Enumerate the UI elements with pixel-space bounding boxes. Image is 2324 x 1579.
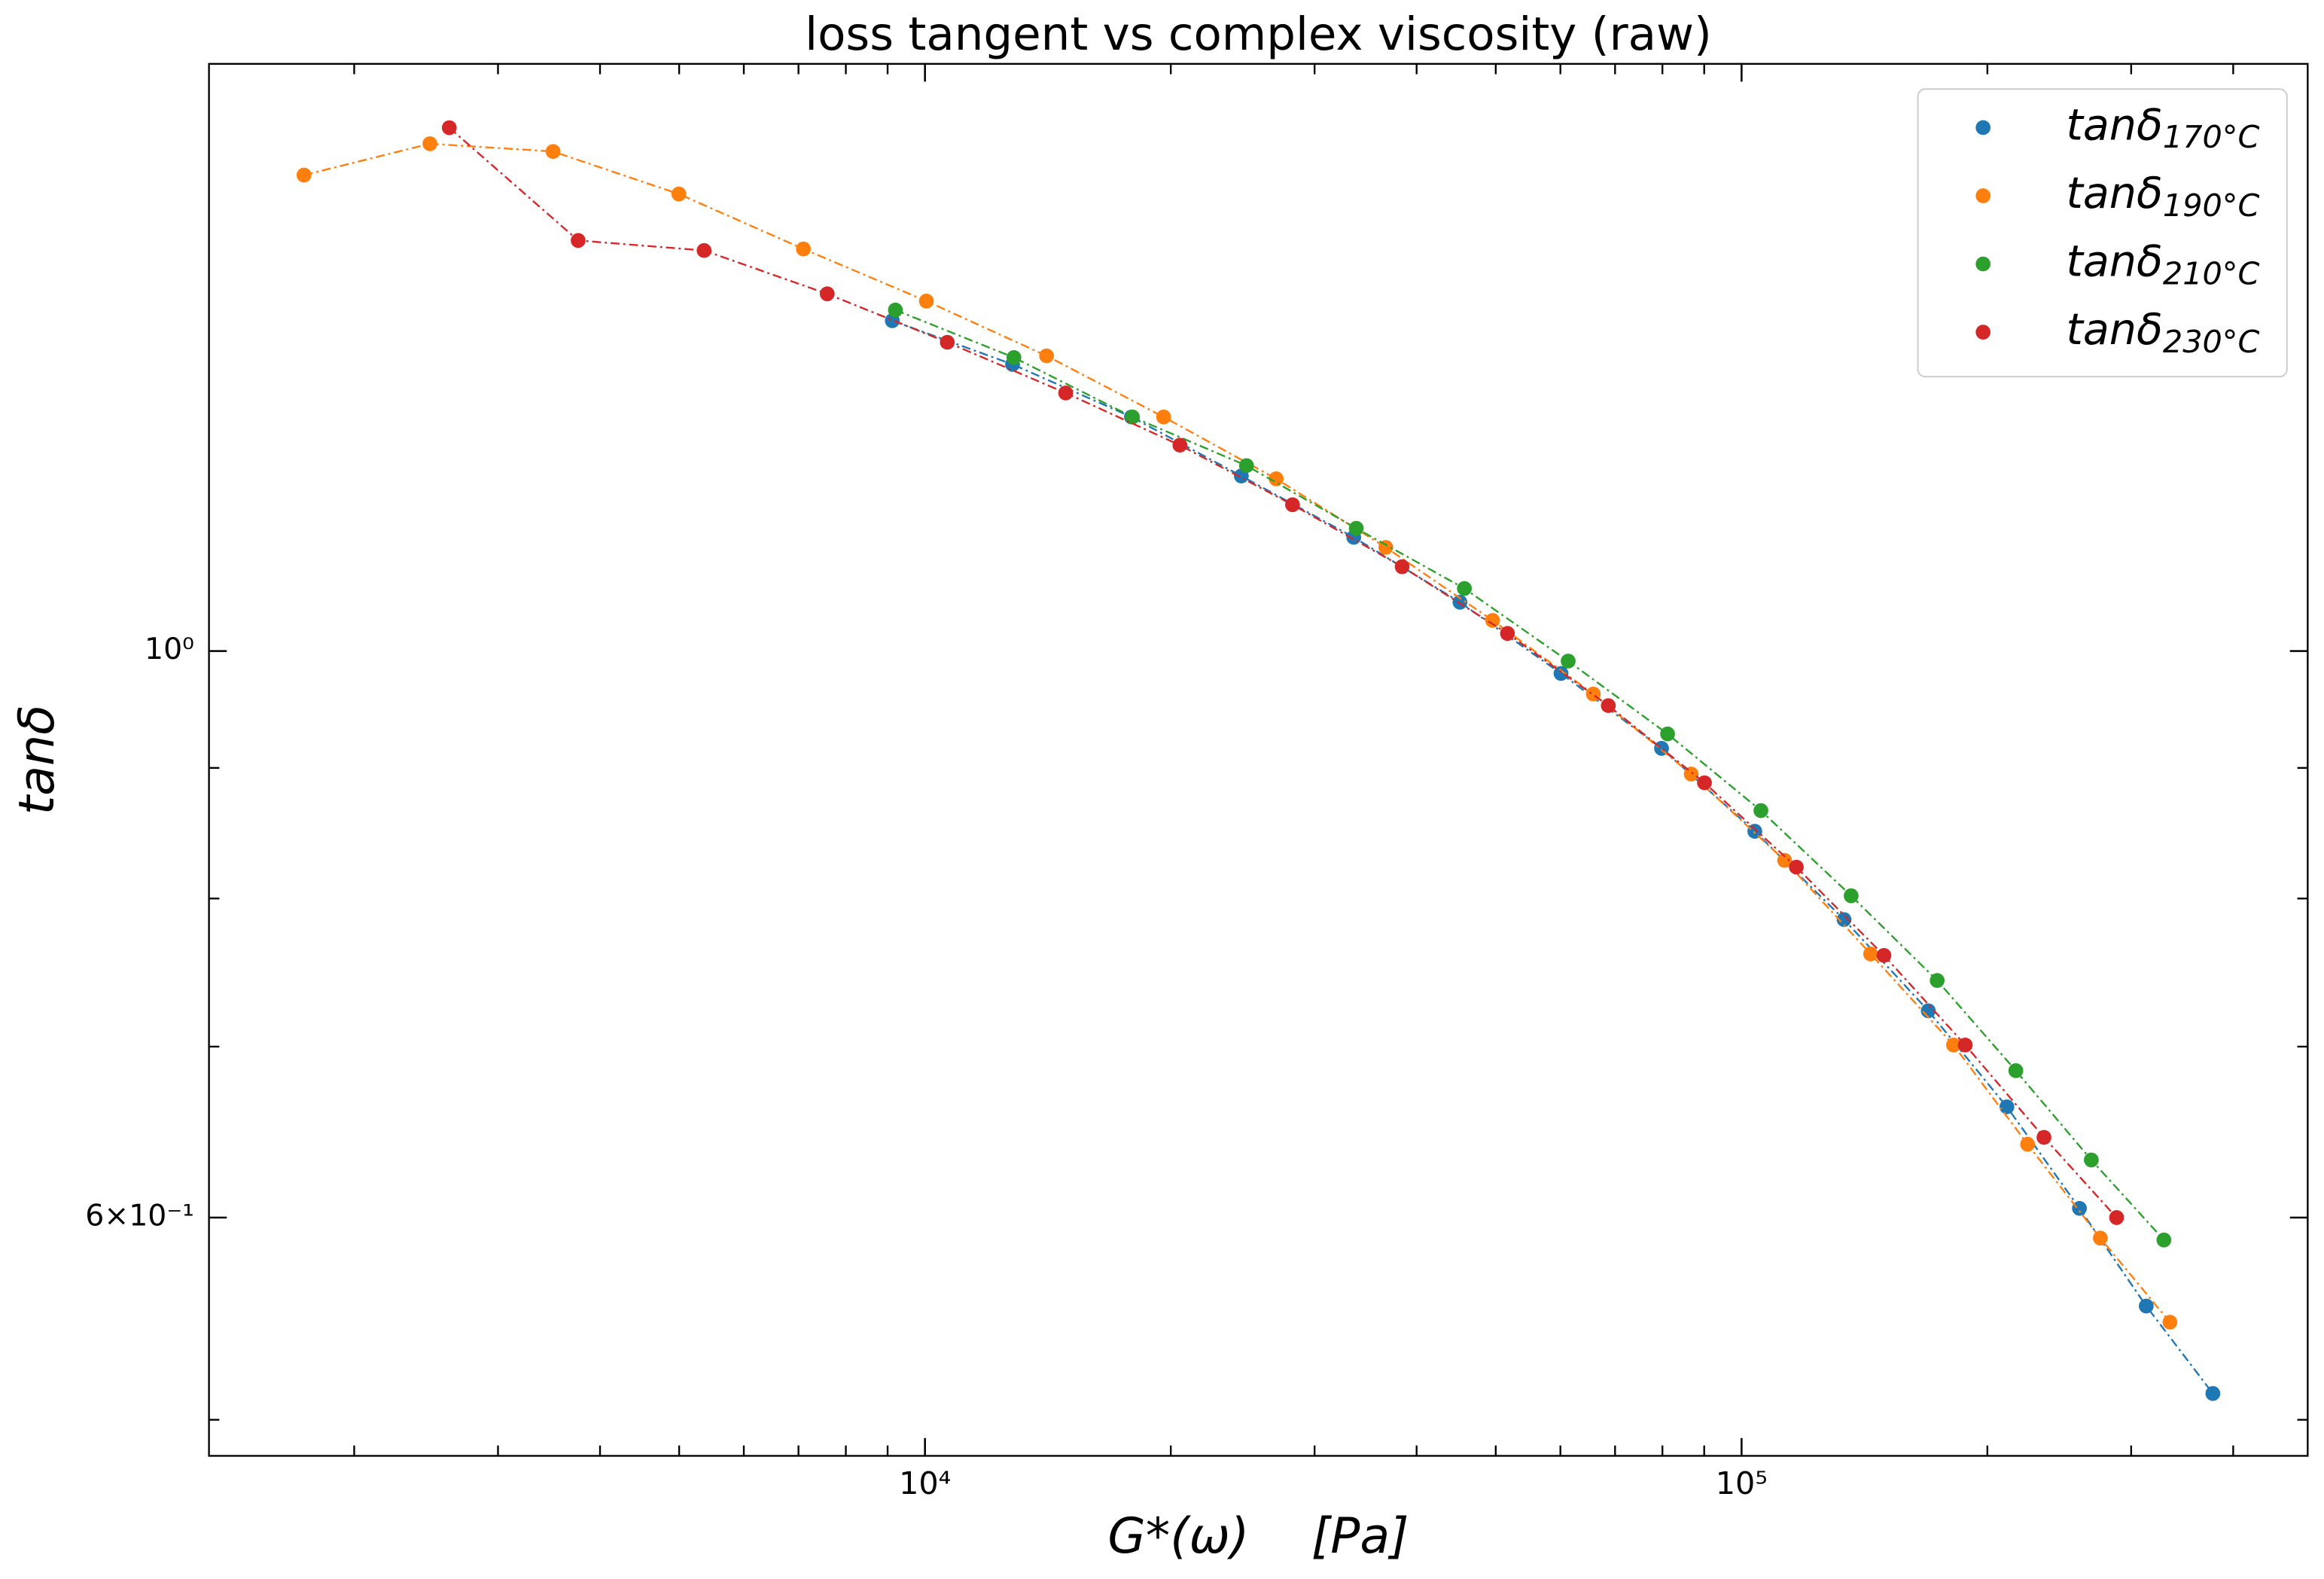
- data-point: [422, 136, 437, 151]
- data-point: [441, 120, 457, 136]
- x-tick-label: 10⁴: [899, 1465, 951, 1501]
- legend-label: tanδ210°C: [2066, 236, 2259, 291]
- data-point: [2156, 1232, 2172, 1248]
- data-point: [696, 242, 712, 258]
- data-point: [2020, 1136, 2036, 1152]
- legend-marker: [1975, 120, 1991, 136]
- data-point: [1500, 626, 1515, 642]
- data-point: [796, 241, 812, 257]
- data-point: [1697, 775, 1712, 791]
- legend-label: tanδ190°C: [2066, 169, 2259, 224]
- data-point: [1156, 409, 1171, 425]
- series-line: [449, 127, 2118, 1218]
- data-point: [2036, 1129, 2051, 1145]
- data-point: [1789, 859, 1804, 875]
- data-point: [1836, 912, 1852, 928]
- y-tick-label: 6×10⁻¹: [85, 1199, 194, 1233]
- x-axis-label: G*(ω) [Pa]: [1107, 1508, 1409, 1565]
- data-point: [1394, 559, 1410, 575]
- data-point: [2205, 1385, 2221, 1401]
- data-point: [1999, 1099, 2015, 1114]
- data-point: [1485, 613, 1500, 628]
- data-point: [1348, 520, 1364, 536]
- data-point: [2139, 1298, 2154, 1314]
- data-point: [1601, 698, 1616, 713]
- chart-title: loss tangent vs complex viscosity (raw): [805, 8, 1712, 61]
- data-point: [1039, 348, 1055, 364]
- data-point: [1660, 726, 1675, 742]
- data-point: [1844, 888, 1859, 904]
- legend-marker: [1975, 188, 1991, 203]
- data-point: [1747, 824, 1762, 839]
- data-point: [1457, 581, 1473, 596]
- data-point: [1561, 654, 1576, 669]
- data-point: [1125, 409, 1141, 425]
- data-point: [1777, 852, 1792, 868]
- data-point: [1553, 666, 1569, 681]
- data-point: [2084, 1152, 2099, 1168]
- plot-frame: [208, 62, 2309, 1457]
- series-line: [894, 309, 2165, 1241]
- data-point: [1930, 973, 1945, 988]
- legend-label: tanδ170°C: [2066, 100, 2259, 155]
- data-point: [571, 233, 586, 248]
- data-point: [1957, 1038, 1973, 1053]
- y-tick-label: 10⁰: [145, 632, 194, 666]
- series-line: [303, 142, 2171, 1323]
- data-point: [1863, 946, 1878, 962]
- x-tick-label: 10⁵: [1716, 1465, 1768, 1501]
- data-point: [1269, 471, 1284, 486]
- data-point: [1753, 803, 1768, 818]
- data-point: [1876, 947, 1892, 963]
- y-axis-label: tanδ: [9, 705, 65, 815]
- data-point: [1946, 1038, 1961, 1053]
- legend-marker: [1975, 325, 1991, 340]
- legend-marker: [1975, 256, 1991, 272]
- data-point: [1683, 767, 1699, 782]
- data-point: [1006, 349, 1022, 365]
- data-point: [2093, 1230, 2108, 1246]
- data-point: [545, 144, 561, 160]
- series-line: [891, 319, 2214, 1395]
- data-point: [2072, 1200, 2088, 1216]
- legend: tanδ170°C tanδ190°C tanδ210°C tanδ230°C: [1917, 88, 2288, 378]
- data-point: [940, 334, 955, 350]
- data-point: [1172, 437, 1188, 453]
- data-point: [671, 186, 687, 202]
- data-point: [1238, 458, 1254, 474]
- data-point: [1058, 386, 1074, 401]
- data-point: [2109, 1210, 2124, 1225]
- data-point: [1285, 497, 1300, 513]
- data-point: [819, 286, 835, 302]
- data-point: [2162, 1315, 2178, 1330]
- data-point: [888, 302, 903, 318]
- legend-box: [1917, 88, 2288, 378]
- data-point: [296, 167, 312, 183]
- legend-label: tanδ230°C: [2066, 305, 2259, 360]
- data-point: [2008, 1063, 2024, 1078]
- data-point: [918, 294, 934, 309]
- plot-area: [296, 120, 2221, 1401]
